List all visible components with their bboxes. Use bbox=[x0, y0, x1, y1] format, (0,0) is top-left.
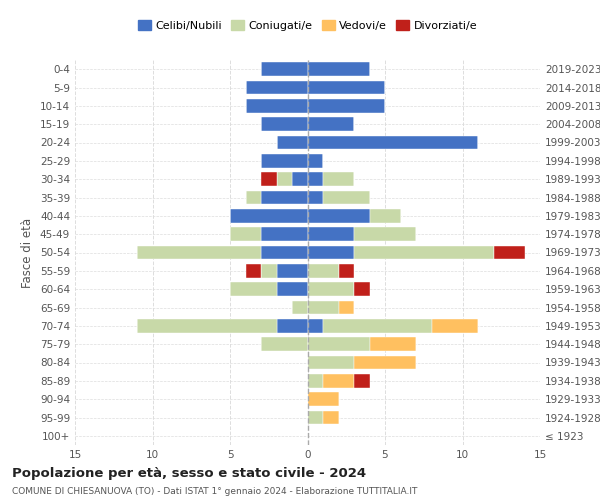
Bar bbox=[308, 118, 354, 131]
Bar bbox=[245, 264, 261, 278]
Text: Popolazione per età, sesso e stato civile - 2024: Popolazione per età, sesso e stato civil… bbox=[12, 468, 366, 480]
Bar bbox=[308, 356, 354, 370]
Bar bbox=[230, 209, 308, 222]
Bar bbox=[308, 282, 354, 296]
Bar bbox=[261, 154, 308, 168]
Bar bbox=[308, 62, 370, 76]
Bar bbox=[308, 338, 370, 351]
Bar bbox=[431, 319, 478, 332]
Bar bbox=[323, 374, 354, 388]
Bar bbox=[308, 410, 323, 424]
Bar bbox=[338, 300, 354, 314]
Legend: Celibi/Nubili, Coniugati/e, Vedovi/e, Divorziati/e: Celibi/Nubili, Coniugati/e, Vedovi/e, Di… bbox=[133, 16, 482, 35]
Bar bbox=[261, 118, 308, 131]
Bar bbox=[137, 319, 277, 332]
Bar bbox=[370, 338, 416, 351]
Bar bbox=[308, 374, 323, 388]
Bar bbox=[323, 190, 370, 204]
Bar bbox=[338, 264, 354, 278]
Bar bbox=[277, 172, 292, 186]
Bar bbox=[230, 282, 277, 296]
Bar bbox=[308, 136, 478, 149]
Y-axis label: Fasce di età: Fasce di età bbox=[22, 218, 34, 288]
Bar bbox=[354, 374, 370, 388]
Bar bbox=[137, 246, 261, 260]
Bar bbox=[323, 172, 354, 186]
Bar bbox=[277, 136, 308, 149]
Bar bbox=[261, 228, 308, 241]
Bar bbox=[493, 246, 524, 260]
Bar bbox=[261, 264, 277, 278]
Bar bbox=[261, 338, 308, 351]
Bar bbox=[308, 80, 385, 94]
Bar bbox=[308, 300, 338, 314]
Bar bbox=[230, 228, 261, 241]
Bar bbox=[308, 172, 323, 186]
Bar bbox=[308, 99, 385, 112]
Bar bbox=[261, 172, 277, 186]
Bar bbox=[308, 154, 323, 168]
Text: COMUNE DI CHIESANUOVA (TO) - Dati ISTAT 1° gennaio 2024 - Elaborazione TUTTITALI: COMUNE DI CHIESANUOVA (TO) - Dati ISTAT … bbox=[12, 488, 418, 496]
Bar bbox=[308, 264, 338, 278]
Bar bbox=[354, 228, 416, 241]
Bar bbox=[261, 190, 308, 204]
Bar bbox=[308, 228, 354, 241]
Bar bbox=[354, 356, 416, 370]
Bar bbox=[308, 209, 370, 222]
Bar bbox=[245, 80, 308, 94]
Bar bbox=[261, 246, 308, 260]
Bar bbox=[245, 99, 308, 112]
Bar bbox=[245, 190, 261, 204]
Bar bbox=[354, 246, 493, 260]
Bar bbox=[370, 209, 401, 222]
Bar bbox=[261, 62, 308, 76]
Bar bbox=[277, 264, 308, 278]
Bar bbox=[354, 282, 370, 296]
Bar bbox=[308, 246, 354, 260]
Bar bbox=[277, 319, 308, 332]
Bar bbox=[308, 319, 323, 332]
Bar bbox=[292, 300, 308, 314]
Bar bbox=[277, 282, 308, 296]
Bar bbox=[308, 392, 338, 406]
Bar bbox=[323, 319, 431, 332]
Bar bbox=[323, 410, 338, 424]
Bar bbox=[308, 190, 323, 204]
Bar bbox=[292, 172, 308, 186]
